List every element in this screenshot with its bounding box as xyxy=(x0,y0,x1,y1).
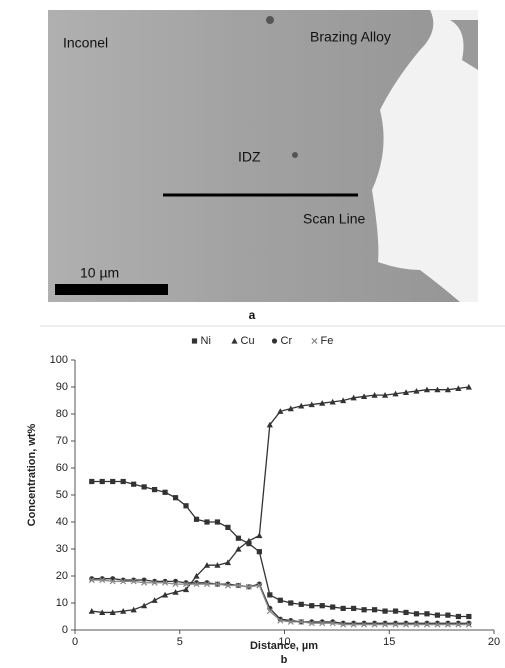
marker xyxy=(414,611,419,616)
region-label: IDZ xyxy=(238,149,261,165)
marker xyxy=(110,479,115,484)
marker xyxy=(89,479,94,484)
y-tick-label: 70 xyxy=(56,435,68,447)
marker xyxy=(278,598,283,603)
marker xyxy=(246,538,252,544)
region-label: Brazing Alloy xyxy=(310,29,391,45)
marker xyxy=(312,338,317,343)
marker xyxy=(267,592,272,597)
y-tick-label: 90 xyxy=(56,381,68,393)
marker xyxy=(225,525,230,530)
series-line xyxy=(92,387,469,612)
marker xyxy=(173,495,178,500)
marker xyxy=(236,536,241,541)
marker xyxy=(445,613,450,618)
marker xyxy=(183,503,188,508)
legend-label: Cr xyxy=(281,335,293,347)
marker xyxy=(403,610,408,615)
y-tick-label: 100 xyxy=(50,354,68,366)
y-tick-label: 60 xyxy=(56,462,68,474)
marker xyxy=(466,614,471,619)
marker xyxy=(131,482,136,487)
x-tick-label: 0 xyxy=(72,636,78,648)
y-tick-label: 10 xyxy=(56,597,68,609)
figure: Inconel Brazing Alloy IDZ Scan Line 10 µ… xyxy=(0,0,505,668)
micrograph: Inconel Brazing Alloy IDZ Scan Line 10 µ… xyxy=(48,10,478,322)
marker xyxy=(320,603,325,608)
marker xyxy=(362,607,367,612)
region-label: Scan Line xyxy=(303,211,365,227)
marker xyxy=(272,338,277,343)
y-tick-label: 80 xyxy=(56,408,68,420)
y-tick-label: 30 xyxy=(56,543,68,555)
y-tick-label: 20 xyxy=(56,570,68,582)
marker xyxy=(382,609,387,614)
panel-caption: b xyxy=(281,654,288,666)
legend-label: Cu xyxy=(241,335,255,347)
x-tick-label: 20 xyxy=(488,636,500,648)
marker xyxy=(288,600,293,605)
series-line xyxy=(92,482,469,617)
marker xyxy=(330,604,335,609)
marker xyxy=(341,606,346,611)
x-tick-label: 10 xyxy=(278,636,290,648)
y-axis-label: Concentration, wt% xyxy=(26,423,38,526)
marker xyxy=(351,606,356,611)
chart: Concentration, wt% Distance, µm b 010203… xyxy=(26,335,500,666)
pore xyxy=(266,16,274,24)
marker xyxy=(142,484,147,489)
panel-caption: a xyxy=(249,308,256,322)
marker xyxy=(435,613,440,618)
marker xyxy=(372,607,377,612)
marker xyxy=(204,519,209,524)
marker xyxy=(215,519,220,524)
scan-line xyxy=(163,194,358,197)
marker xyxy=(162,490,167,495)
legend-label: Ni xyxy=(201,335,211,347)
y-tick-label: 0 xyxy=(62,624,68,636)
marker xyxy=(192,338,197,343)
x-tick-label: 15 xyxy=(383,636,395,648)
marker xyxy=(231,338,237,344)
marker xyxy=(424,611,429,616)
region-label: Inconel xyxy=(63,35,108,51)
marker xyxy=(121,479,126,484)
marker xyxy=(299,602,304,607)
legend-label: Fe xyxy=(321,335,334,347)
y-tick-label: 50 xyxy=(56,489,68,501)
pore xyxy=(292,152,298,158)
marker xyxy=(152,487,157,492)
scale-label: 10 µm xyxy=(80,265,119,281)
marker xyxy=(256,532,262,538)
y-tick-label: 40 xyxy=(56,516,68,528)
marker xyxy=(393,609,398,614)
marker xyxy=(100,479,105,484)
marker xyxy=(194,517,199,522)
marker xyxy=(456,614,461,619)
marker xyxy=(309,603,314,608)
x-tick-label: 5 xyxy=(177,636,183,648)
marker xyxy=(152,597,158,603)
scale-bar xyxy=(55,284,168,295)
marker xyxy=(141,603,147,609)
page: {"figure_a": {"labels": ["Inconel", "Bra… xyxy=(0,0,505,668)
marker xyxy=(257,549,262,554)
